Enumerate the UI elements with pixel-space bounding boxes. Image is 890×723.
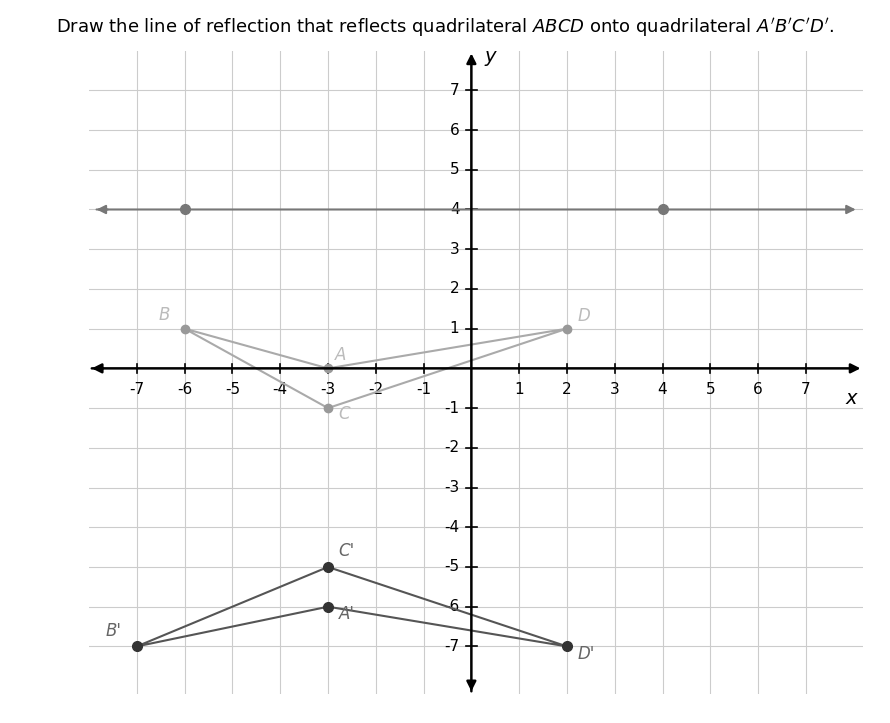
Text: -6: -6 (444, 599, 459, 615)
Text: -4: -4 (444, 520, 459, 535)
Text: -5: -5 (444, 560, 459, 575)
Text: y: y (485, 47, 497, 66)
Text: -7: -7 (129, 382, 144, 397)
Text: -4: -4 (272, 382, 287, 397)
Text: x: x (846, 389, 857, 408)
Text: 7: 7 (801, 382, 811, 397)
Text: 3: 3 (449, 241, 459, 257)
Text: 3: 3 (610, 382, 619, 397)
Text: -2: -2 (444, 440, 459, 455)
Text: 6: 6 (449, 123, 459, 137)
Text: -7: -7 (444, 639, 459, 654)
Text: D: D (578, 307, 590, 325)
Text: -1: -1 (416, 382, 431, 397)
Text: C': C' (338, 542, 355, 560)
Text: A: A (336, 346, 346, 364)
Text: C: C (338, 405, 350, 423)
Text: 4: 4 (449, 202, 459, 217)
Text: 2: 2 (562, 382, 571, 397)
Text: 1: 1 (449, 321, 459, 336)
Text: -2: -2 (368, 382, 384, 397)
Text: 2: 2 (449, 281, 459, 296)
Text: -1: -1 (444, 401, 459, 416)
Text: 1: 1 (514, 382, 524, 397)
Text: -3: -3 (320, 382, 336, 397)
Text: D': D' (578, 645, 595, 663)
Text: -3: -3 (444, 480, 459, 495)
Text: 7: 7 (449, 83, 459, 98)
Text: B: B (158, 306, 170, 324)
Text: B': B' (106, 623, 122, 641)
Text: 5: 5 (449, 162, 459, 177)
Text: 4: 4 (658, 382, 668, 397)
Text: -6: -6 (177, 382, 192, 397)
Text: -5: -5 (225, 382, 240, 397)
Text: 6: 6 (753, 382, 763, 397)
Text: 5: 5 (706, 382, 716, 397)
Text: A': A' (338, 605, 354, 623)
Text: Draw the line of reflection that reflects quadrilateral $\mathit{ABCD}$ onto qua: Draw the line of reflection that reflect… (56, 16, 834, 39)
